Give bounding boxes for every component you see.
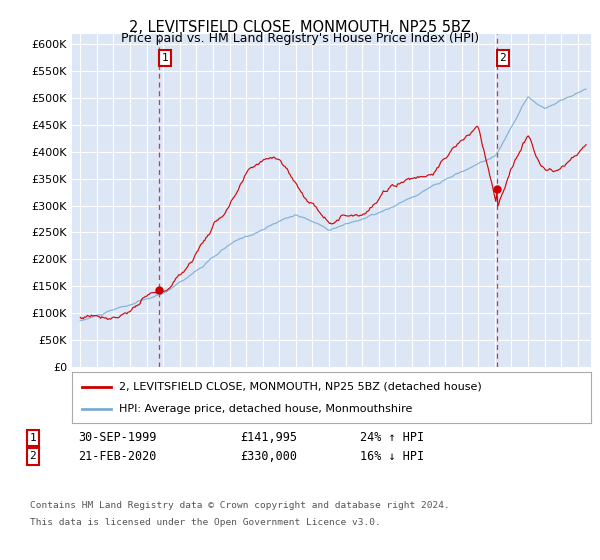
Text: 30-SEP-1999: 30-SEP-1999 bbox=[78, 431, 157, 445]
Text: 2, LEVITSFIELD CLOSE, MONMOUTH, NP25 5BZ (detached house): 2, LEVITSFIELD CLOSE, MONMOUTH, NP25 5BZ… bbox=[119, 381, 481, 391]
Text: 1: 1 bbox=[161, 53, 168, 63]
Text: £141,995: £141,995 bbox=[240, 431, 297, 445]
Text: 24% ↑ HPI: 24% ↑ HPI bbox=[360, 431, 424, 445]
Text: HPI: Average price, detached house, Monmouthshire: HPI: Average price, detached house, Monm… bbox=[119, 404, 412, 414]
Text: 2: 2 bbox=[499, 53, 506, 63]
Text: 2, LEVITSFIELD CLOSE, MONMOUTH, NP25 5BZ: 2, LEVITSFIELD CLOSE, MONMOUTH, NP25 5BZ bbox=[129, 20, 471, 35]
Text: 16% ↓ HPI: 16% ↓ HPI bbox=[360, 450, 424, 463]
Text: Price paid vs. HM Land Registry's House Price Index (HPI): Price paid vs. HM Land Registry's House … bbox=[121, 32, 479, 45]
Text: 21-FEB-2020: 21-FEB-2020 bbox=[78, 450, 157, 463]
Text: 1: 1 bbox=[29, 433, 37, 443]
Text: Contains HM Land Registry data © Crown copyright and database right 2024.: Contains HM Land Registry data © Crown c… bbox=[30, 501, 450, 510]
Text: 2: 2 bbox=[29, 451, 37, 461]
Text: This data is licensed under the Open Government Licence v3.0.: This data is licensed under the Open Gov… bbox=[30, 518, 381, 527]
Text: £330,000: £330,000 bbox=[240, 450, 297, 463]
